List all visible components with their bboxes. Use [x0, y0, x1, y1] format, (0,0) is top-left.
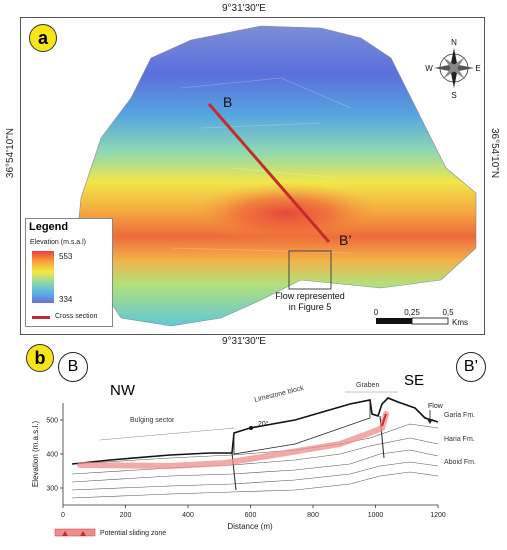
scale-unit: Kms: [452, 318, 468, 327]
nw-label: NW: [110, 382, 135, 399]
flow-arrow-head-icon: [427, 419, 433, 424]
inset-caption-1: Flow represented: [275, 291, 345, 301]
x-tick-label: 400: [182, 512, 194, 519]
cross-section-line: [207, 103, 331, 243]
se-label: SE: [404, 372, 425, 389]
legend-cross-section-label: Cross section: [55, 313, 98, 320]
annotation-limestone-block: Limestone block: [254, 385, 305, 404]
y-ticks: 300 400 500: [46, 418, 63, 493]
annotation-graben: Graben: [356, 382, 379, 389]
map-point-b: B: [223, 94, 232, 110]
legend-cross-section-swatch: [32, 316, 50, 319]
left-coordinate: 36°54'10"N: [5, 128, 16, 179]
right-coordinate: 36°54'10"N: [489, 128, 500, 179]
legend-subtitle: Elevation (m.s.a.l): [30, 239, 87, 246]
formation-garia: Garia Fm.: [444, 412, 475, 419]
x-axis-label: Distance (m): [227, 522, 273, 531]
sliding-zone-legend-mark-1: [62, 531, 68, 536]
y-tick-label: 500: [46, 418, 58, 425]
high-elevation-zone: [191, 183, 381, 243]
bottom-coordinate: 9°31'30"E: [222, 336, 266, 347]
panel-a-label: a: [29, 24, 57, 52]
compass-w: W: [425, 64, 433, 73]
inset-caption-2: in Figure 5: [289, 302, 332, 312]
annotation-flow: Flow: [428, 403, 444, 410]
x-tick-label: 600: [245, 512, 257, 519]
formation-aboid: Aboid Fm.: [444, 459, 476, 466]
cross-section-panel: b B B’ NW SE 0 200 400 600 800 1000 1200 300 40…: [20, 344, 486, 543]
limestone-block: [233, 400, 371, 455]
compass-e: E: [475, 64, 480, 73]
x-tick-label: 800: [307, 512, 319, 519]
compass-s: S: [451, 91, 456, 100]
x-tick-label: 200: [120, 512, 132, 519]
sliding-zone: [77, 411, 389, 470]
map-point-b-prime: B’: [339, 232, 351, 248]
compass-rose-icon: N S E W: [425, 38, 480, 100]
scale-05: 0,5: [442, 308, 454, 317]
dem-surface: [75, 25, 477, 327]
annotation-dip: 20°: [258, 420, 269, 428]
scale-0: 0: [374, 308, 379, 317]
top-coordinate: 9°31'30"E: [222, 3, 266, 14]
section-point-b-prime: B’: [456, 352, 486, 382]
elevation-map: B B’ Flow represented in Figure 5 N S E …: [75, 25, 481, 327]
y-tick-label: 300: [46, 486, 58, 493]
annotation-bulging-sector: Bulging sector: [130, 417, 175, 424]
panel-b-label: b: [26, 344, 54, 372]
scale-bar: 0 0,25 0,5 Kms: [374, 308, 468, 327]
cross-section-plot: 0 200 400 600 800 1000 1200 300 400 500 Bulging …: [31, 382, 476, 537]
compass-n: N: [451, 38, 457, 47]
y-axis-label: Elevation (m.a.s.l.): [31, 421, 40, 488]
x-tick-label: 1200: [430, 512, 446, 519]
y-tick-label: 400: [46, 452, 58, 459]
x-tick-label: 0: [61, 512, 65, 519]
legend-color-ramp: [32, 251, 54, 303]
dip-marker-icon: [249, 426, 253, 430]
legend-min: 334: [59, 295, 73, 304]
flow-inset-box: [288, 250, 332, 290]
topographic-surface: [71, 397, 439, 465]
legend-max: 553: [59, 252, 73, 261]
bulging-sector-dim: [99, 427, 236, 441]
map-panel: B B’ Flow represented in Figure 5 N S E …: [20, 17, 485, 335]
legend-title: Legend: [29, 221, 69, 233]
formation-haria: Haria Fm.: [444, 436, 475, 443]
section-point-b: B: [58, 352, 88, 382]
x-tick-label: 1000: [368, 512, 384, 519]
scale-025: 0,25: [404, 308, 420, 317]
x-ticks: 0 200 400 600 800 1000 1200: [61, 505, 446, 519]
sliding-zone-legend-swatch: [54, 528, 96, 537]
sliding-zone-legend-mark-2: [80, 531, 86, 536]
sliding-zone-legend-label: Potential sliding zone: [100, 530, 166, 537]
sliding-scarp: [381, 413, 387, 427]
map-legend: Legend Elevation (m.s.a.l) 553 334 Cross…: [25, 218, 113, 327]
terrain-hatch: [170, 77, 352, 254]
